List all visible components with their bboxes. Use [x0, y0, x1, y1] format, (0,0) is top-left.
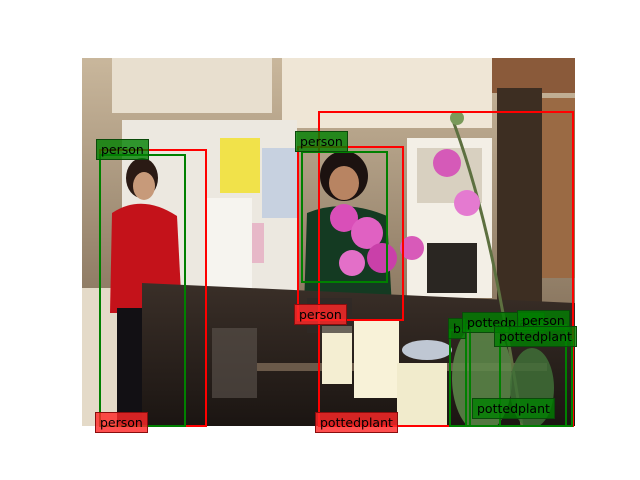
pred-box-person-left	[100, 150, 206, 426]
pred-label-person-left: person	[95, 412, 148, 433]
gt-box-person-middle	[302, 152, 387, 282]
pred-box-pottedplant	[319, 112, 573, 426]
gt-label-person-middle: person	[295, 131, 348, 152]
gt-box-person-left	[100, 155, 185, 426]
pred-label-person-middle: person	[294, 304, 347, 325]
gt-label-person-left: person	[96, 139, 149, 160]
gt-label-pottedplant-3: pottedplant	[472, 398, 555, 419]
gt-label-pottedplant-2: pottedplant	[494, 326, 577, 347]
pred-label-pottedplant: pottedplant	[315, 412, 398, 433]
